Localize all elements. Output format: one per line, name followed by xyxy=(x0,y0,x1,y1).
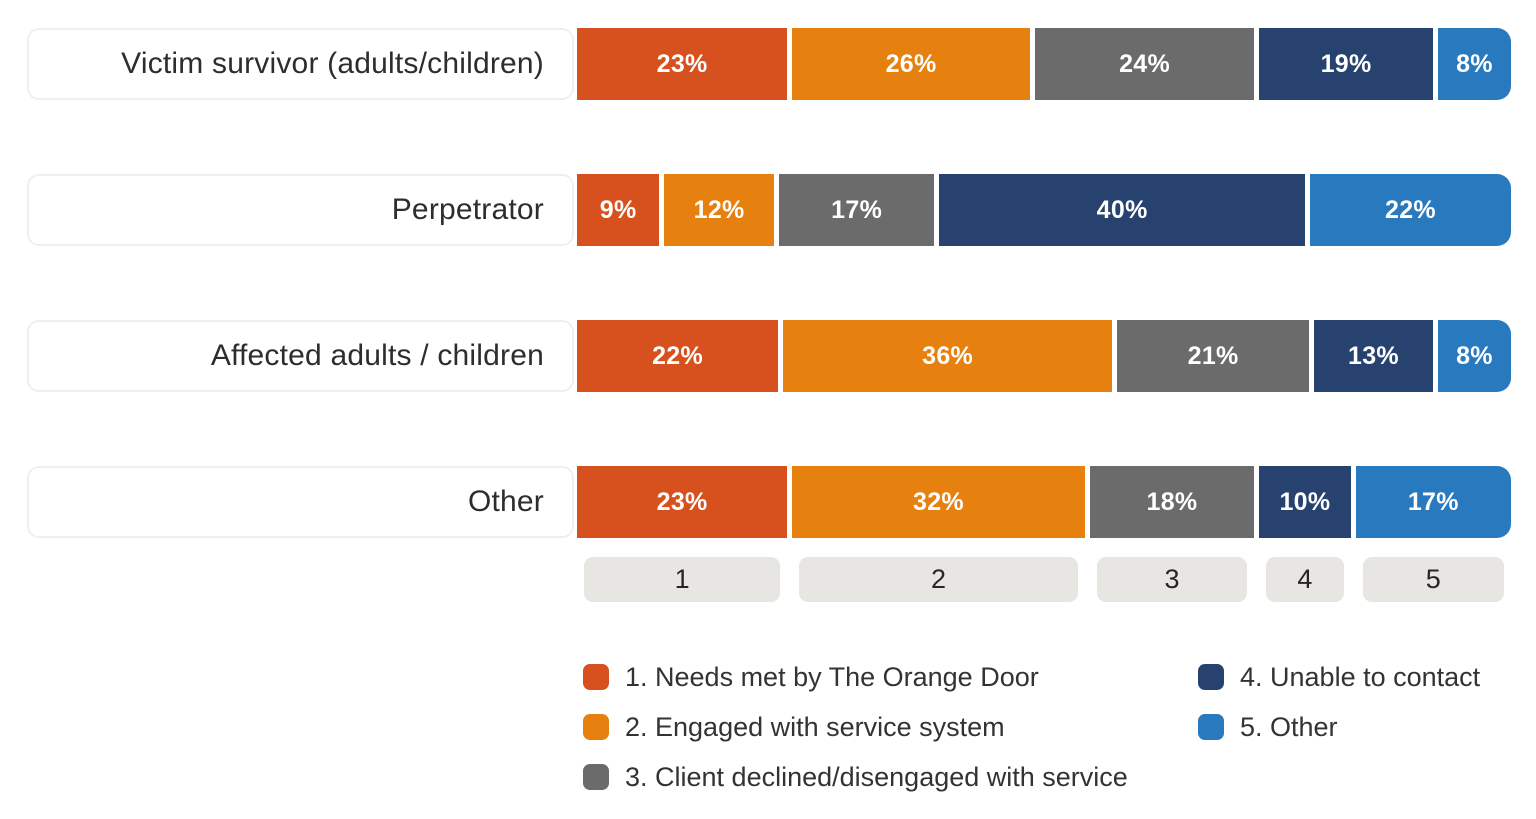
segment-value-label: 10% xyxy=(1279,487,1331,516)
legend-swatch xyxy=(583,664,609,690)
segment-value-label: 36% xyxy=(922,341,974,370)
bar-row: Affected adults / children 22% 36% 21% 13% 8% xyxy=(0,320,1536,392)
bar-segment: 13% xyxy=(1314,320,1433,392)
segment-value-label: 8% xyxy=(1456,341,1493,370)
bar-segment: 23% xyxy=(577,466,788,538)
segment-value-label: 17% xyxy=(831,195,883,224)
legend-item-label: 1. Needs met by The Orange Door xyxy=(625,661,1039,692)
legend-item: 3. Client declined/disengaged with servi… xyxy=(583,762,1128,792)
segment-value-label: 21% xyxy=(1187,341,1239,370)
axis-cell: 1 xyxy=(577,557,787,602)
legend-item: 1. Needs met by The Orange Door xyxy=(583,662,1039,692)
row-label: Other xyxy=(467,485,544,518)
bar-segment: 8% xyxy=(1437,320,1511,392)
bar-row: Perpetrator 9% 12% 17% 40% 22% xyxy=(0,174,1536,246)
segment-value-label: 18% xyxy=(1146,487,1198,516)
legend-item: 4. Unable to contact xyxy=(1198,662,1480,692)
segment-value-label: 9% xyxy=(599,195,637,224)
segment-value-label: 19% xyxy=(1320,49,1372,78)
legend-item-label: 2. Engaged with service system xyxy=(625,711,1005,742)
bar-segment: 21% xyxy=(1117,320,1310,392)
row-label: Victim survivor (adults/children) xyxy=(121,47,544,80)
bar-segment: 32% xyxy=(792,466,1085,538)
axis-cell: 5 xyxy=(1356,557,1511,602)
segment-value-label: 22% xyxy=(1384,195,1436,224)
axis-tick: 4 xyxy=(1266,557,1344,602)
bar-track: 9% 12% 17% 40% 22% xyxy=(577,174,1511,246)
segment-value-label: 8% xyxy=(1456,49,1493,78)
axis-tick: 1 xyxy=(584,557,781,602)
row-label-box: Victim survivor (adults/children) xyxy=(27,28,574,100)
bar-segment: 9% xyxy=(577,174,660,246)
bar-segment: 36% xyxy=(783,320,1113,392)
segment-value-label: 23% xyxy=(656,487,708,516)
bar-segment: 22% xyxy=(1309,174,1511,246)
legend-item-label: 4. Unable to contact xyxy=(1240,661,1481,692)
segment-value-label: 40% xyxy=(1096,195,1148,224)
bar-segment: 10% xyxy=(1259,466,1351,538)
segment-value-label: 26% xyxy=(885,49,937,78)
bar-segment: 8% xyxy=(1437,28,1511,100)
row-label: Perpetrator xyxy=(391,193,544,226)
row-label-box: Perpetrator xyxy=(27,174,574,246)
bar-track: 23% 32% 18% 10% 17% xyxy=(577,466,1511,538)
row-label-box: Affected adults / children xyxy=(27,320,574,392)
segment-value-label: 12% xyxy=(693,195,745,224)
bar-segment: 12% xyxy=(664,174,774,246)
bar-track: 22% 36% 21% 13% 8% xyxy=(577,320,1511,392)
legend-item: 5. Other xyxy=(1198,712,1338,742)
segment-value-label: 17% xyxy=(1407,487,1459,516)
legend-swatch xyxy=(1198,664,1224,690)
bar-segment: 23% xyxy=(577,28,788,100)
bar-segment: 24% xyxy=(1034,28,1255,100)
axis-cell: 2 xyxy=(792,557,1084,602)
axis-tick: 3 xyxy=(1096,557,1248,602)
axis-tick: 2 xyxy=(799,557,1078,602)
segment-value-label: 13% xyxy=(1348,341,1399,370)
bar-segment: 40% xyxy=(939,174,1305,246)
segment-value-label: 23% xyxy=(656,49,708,78)
bar-segment: 17% xyxy=(1355,466,1511,538)
bar-segment: 18% xyxy=(1089,466,1255,538)
legend-swatch xyxy=(583,764,609,790)
bar-segment: 17% xyxy=(778,174,935,246)
legend-item-label: 3. Client declined/disengaged with servi… xyxy=(625,761,1128,792)
segment-value-label: 32% xyxy=(912,487,964,516)
segment-value-label: 24% xyxy=(1119,49,1170,78)
bar-row: Other 23% 32% 18% 10% 17% xyxy=(0,466,1536,538)
segment-value-label: 22% xyxy=(652,341,703,370)
bar-row: Victim survivor (adults/children) 23% 26% 2… xyxy=(0,28,1536,100)
row-label-box: Other xyxy=(27,466,574,538)
bar-track: 23% 26% 24% 19% 8% xyxy=(577,28,1511,100)
legend-swatch xyxy=(1198,714,1224,740)
legend-swatch xyxy=(583,714,609,740)
legend-item: 2. Engaged with service system xyxy=(583,712,1005,742)
bar-segment: 26% xyxy=(792,28,1030,100)
bar-segment: 19% xyxy=(1259,28,1433,100)
bar-segment: 22% xyxy=(577,320,779,392)
axis-cell: 3 xyxy=(1090,557,1255,602)
axis-tick: 5 xyxy=(1362,557,1504,602)
axis-cell: 4 xyxy=(1259,557,1350,602)
legend-item-label: 5. Other xyxy=(1240,711,1338,742)
row-label: Affected adults / children xyxy=(210,339,544,372)
